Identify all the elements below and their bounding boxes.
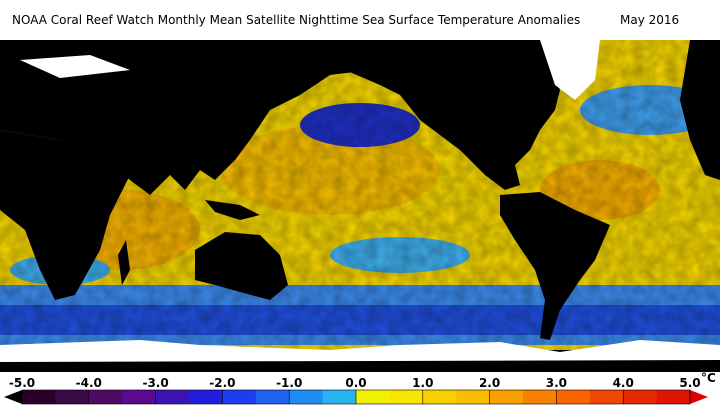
colorbar-segment [289, 390, 324, 404]
colorbar-segment [589, 390, 624, 404]
map-date: May 2016 [620, 13, 679, 27]
colorbar-segment [456, 390, 491, 404]
colorbar-segment [356, 390, 390, 404]
colorbar-segment [656, 390, 691, 404]
colorbar-segment [22, 390, 56, 404]
colorbar-tick-label: -5.0 [9, 376, 35, 390]
colorbar-segment [88, 390, 123, 404]
colorbar-unit: °C [701, 371, 716, 385]
colorbar-segment [155, 390, 190, 404]
colorbar-tick-label: 5.0 [679, 376, 700, 390]
colorbar-under [4, 390, 22, 404]
ice [0, 40, 720, 362]
colorbar-segment [556, 390, 591, 404]
colorbar-tick-label: -3.0 [142, 376, 168, 390]
colorbar-tick-label: 0.0 [345, 376, 366, 390]
colorbar-segment [189, 390, 223, 404]
colorbar: -5.0 -4.0 -3.0 -2.0 -1.0 0.0 1.0 2.0 3.0 4.0 5.0 °C [4, 371, 716, 405]
colorbar-segment [122, 390, 157, 404]
colorbar-tick-label: 3.0 [546, 376, 567, 390]
land [0, 40, 720, 372]
colorbar-tick-label: 2.0 [479, 376, 500, 390]
colorbar-segment [389, 390, 424, 404]
colorbar-segment [489, 390, 524, 404]
colorbar-segment [322, 390, 357, 404]
colorbar-tick-label: -1.0 [276, 376, 302, 390]
colorbar-segment [523, 390, 557, 404]
colorbar-segment [222, 390, 257, 404]
colorbar-segment [422, 390, 457, 404]
colorbar-segment [55, 390, 90, 404]
colorbar-over [690, 390, 708, 404]
colorbar-tick-label: -2.0 [209, 376, 235, 390]
colorbar-tick-label: 1.0 [412, 376, 433, 390]
map [0, 40, 720, 372]
map-title: NOAA Coral Reef Watch Monthly Mean Satel… [12, 13, 580, 27]
colorbar-tick-label: -4.0 [76, 376, 102, 390]
colorbar-segment [255, 390, 290, 404]
colorbar-segment [623, 390, 658, 404]
colorbar-tick-label: 4.0 [613, 376, 634, 390]
